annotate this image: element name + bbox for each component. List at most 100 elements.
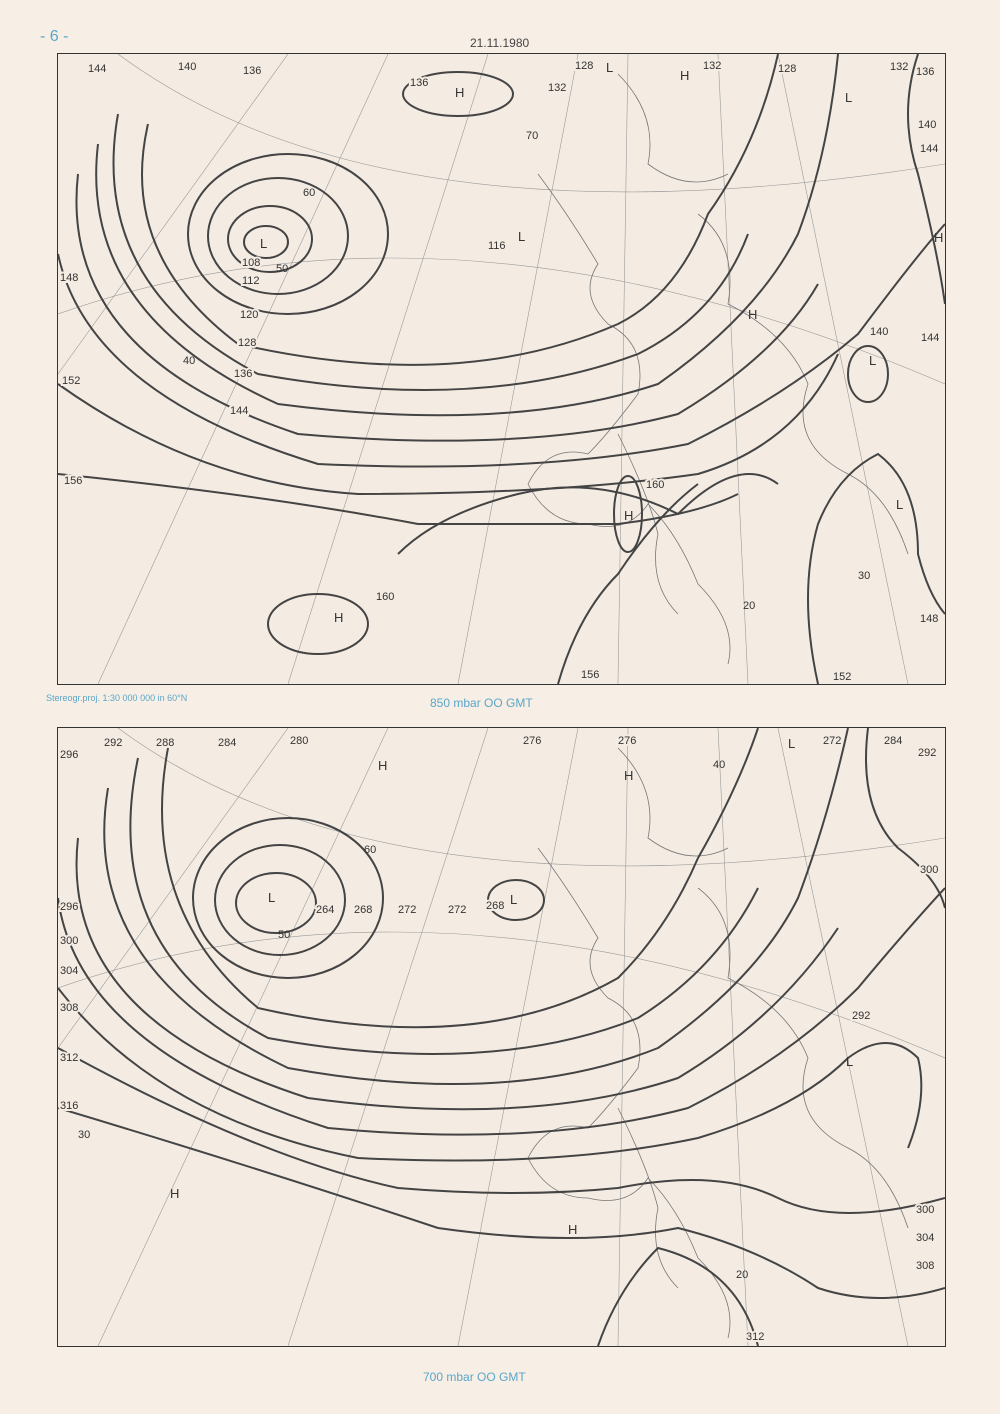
low-center: L (268, 890, 275, 905)
contour-label: 132 (890, 61, 908, 73)
contour-label: 304 (60, 965, 78, 977)
latitude-label: 70 (526, 130, 538, 142)
contour-labels: 144 140 136 136 128 132 132 128 132 136 … (58, 58, 941, 684)
latitude-label: 50 (276, 263, 288, 275)
graticule (58, 54, 945, 684)
contour-label: 132 (548, 82, 566, 94)
high-center: H (748, 307, 757, 322)
low-center: L (606, 60, 613, 75)
contour-label: 284 (884, 735, 902, 747)
contour-label: 120 (240, 309, 258, 321)
contour-label: 140 (918, 119, 936, 131)
contour-label: 276 (523, 735, 541, 747)
high-center: H (680, 68, 689, 83)
low-center: L (869, 353, 876, 368)
contour-label: 276 (618, 735, 636, 747)
contour-label: 268 (486, 900, 504, 912)
pressure-centers: L H H L L H H L L L H H (260, 60, 943, 625)
low-center: L (845, 90, 852, 105)
page-number: - 6 - (40, 28, 69, 45)
contour-label: 304 (916, 1232, 934, 1244)
projection-note: Stereogr.proj. 1:30 000 000 in 60°N (46, 693, 188, 703)
contour-label: 108 (242, 257, 260, 269)
high-center: H (934, 230, 943, 245)
contour-label: 272 (398, 904, 416, 916)
contour-label: 308 (916, 1260, 934, 1272)
contour-label: 264 (316, 904, 334, 916)
contour-labels: 292 288 284 280 276 276 272 284 292 296 … (58, 733, 940, 1345)
high-center: H (334, 610, 343, 625)
high-center: H (568, 1222, 577, 1237)
contour-label: 128 (238, 337, 256, 349)
map-700mbar: 292 288 284 280 276 276 272 284 292 296 … (57, 727, 946, 1347)
contour-label: 268 (354, 904, 372, 916)
map-caption-850: 850 mbar OO GMT (430, 696, 533, 710)
isohypses (58, 728, 945, 1346)
contour-label: 148 (60, 272, 78, 284)
coastlines (527, 73, 909, 665)
contour-label: 116 (488, 240, 506, 252)
contour-label: 136 (916, 66, 934, 78)
low-center: L (260, 236, 267, 251)
high-center: H (455, 85, 464, 100)
contour-label: 284 (218, 737, 236, 749)
high-center: H (378, 758, 387, 773)
coastlines (527, 747, 909, 1339)
contour-label: 280 (290, 735, 308, 747)
contour-label: 312 (746, 1331, 764, 1343)
contour-label: 144 (88, 63, 106, 75)
contour-label: 148 (920, 613, 938, 625)
contour-label: 152 (62, 375, 80, 387)
low-center: L (510, 892, 517, 907)
contour-label: 308 (60, 1002, 78, 1014)
contour-label: 112 (242, 275, 260, 287)
contour-label: 144 (230, 405, 248, 417)
low-center: L (846, 1054, 853, 1069)
contour-label: 160 (646, 479, 664, 491)
latitude-label: 20 (743, 600, 755, 612)
contour-label: 144 (921, 332, 939, 344)
contour-label: 288 (156, 737, 174, 749)
contour-label: 156 (581, 669, 599, 681)
low-center: L (896, 497, 903, 512)
contour-label: 292 (918, 747, 936, 759)
contour-label: 300 (60, 935, 78, 947)
latitude-label: 20 (736, 1269, 748, 1281)
latitude-label: 50 (278, 929, 290, 941)
low-center: L (518, 229, 525, 244)
map-caption-700: 700 mbar OO GMT (423, 1370, 526, 1384)
contour-label: 156 (64, 475, 82, 487)
latitude-label: 60 (303, 187, 315, 199)
contour-label: 160 (376, 591, 394, 603)
graticule (58, 728, 945, 1346)
contour-label: 300 (920, 864, 938, 876)
contour-label: 152 (833, 671, 851, 683)
high-center: H (624, 768, 633, 783)
latitude-label: 40 (183, 355, 195, 367)
contour-label: 136 (243, 65, 261, 77)
low-center: L (788, 736, 795, 751)
contour-label: 136 (410, 77, 428, 89)
pressure-centers: H L H L L L H H L (170, 736, 853, 1237)
contour-label: 300 (916, 1204, 934, 1216)
latitude-label: 30 (78, 1129, 90, 1141)
contour-label: 128 (778, 63, 796, 75)
contour-label: 312 (60, 1052, 78, 1064)
map-date: 21.11.1980 (470, 36, 530, 50)
contour-label: 140 (178, 61, 196, 73)
contour-label: 136 (234, 368, 252, 380)
contour-label: 292 (104, 737, 122, 749)
contour-label: 272 (448, 904, 466, 916)
contour-label: 296 (60, 901, 78, 913)
contour-label: 128 (575, 60, 593, 72)
contour-label: 132 (703, 60, 721, 72)
latitude-label: 60 (364, 844, 376, 856)
high-center: H (170, 1186, 179, 1201)
contour-label: 296 (60, 749, 78, 761)
contour-label: 316 (60, 1100, 78, 1112)
latitude-label: 40 (713, 759, 725, 771)
latitude-label: 30 (858, 570, 870, 582)
contour-label: 292 (852, 1010, 870, 1022)
isohypses (58, 54, 945, 684)
contour-label: 272 (823, 735, 841, 747)
